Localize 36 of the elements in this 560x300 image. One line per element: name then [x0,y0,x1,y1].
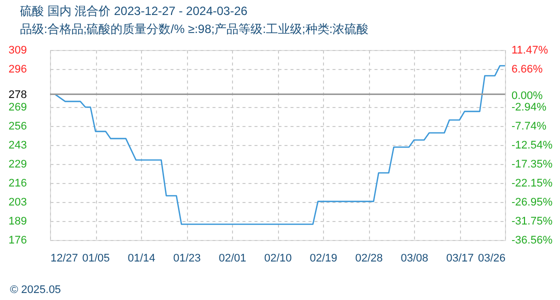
y2-tick-label: 11.47% [512,44,548,56]
y-tick-label: 296 [8,64,27,76]
y2-tick-label: -31.75% [512,215,553,228]
x-tick-label: 02/19 [310,252,338,264]
y2-tick-label: -7.74% [512,120,547,132]
x-tick-label: 03/17 [446,252,474,264]
y-tick-label: 216 [8,178,27,190]
y-tick-label: 229 [8,158,27,170]
y2-tick-label: -36.56% [512,234,553,246]
y2-tick-label: -17.35% [512,158,553,171]
y-tick-label: 309 [8,44,27,56]
y-tick-label: 189 [8,216,27,228]
y2-tick-label: -22.15% [512,177,553,190]
x-tick-label: 01/05 [82,252,110,264]
x-tick-label: 01/23 [173,252,201,264]
x-tick-label: 02/28 [355,252,383,264]
y2-tick-label: 6.66% [512,64,543,76]
x-tick-label: 01/14 [128,252,156,264]
y-tick-label: 203 [8,196,27,208]
x-tick-label: 03/08 [400,252,428,264]
x-tick-label: 02/10 [264,252,292,264]
text: © 2025.05 [10,284,61,296]
y-tick-label: 269 [8,102,27,114]
y-tick-label: 176 [8,234,27,246]
x-tick-label: 03/26 [478,252,506,264]
x-tick-label: 12/27 [50,252,78,264]
y2-tick-label: 0.00% [512,90,543,102]
y-tick-label: 256 [8,120,27,132]
y2-tick-label: -26.95% [512,196,553,208]
y2-tick-label: -2.94% [512,102,547,114]
y-tick-label: 278 [8,88,27,101]
y-tick-label: 243 [8,140,27,152]
chart-subtitle: 品级:合格品;硫酸的质量分数/% ≥:98;产品等级:工业级;种类:浓硫酸 [20,22,369,36]
chart-title: 硫酸 国内 混合价 2023-12-27 - 2024-03-26 [20,4,248,18]
y2-tick-label: -12.54% [512,139,553,152]
x-tick-label: 02/01 [218,252,246,264]
